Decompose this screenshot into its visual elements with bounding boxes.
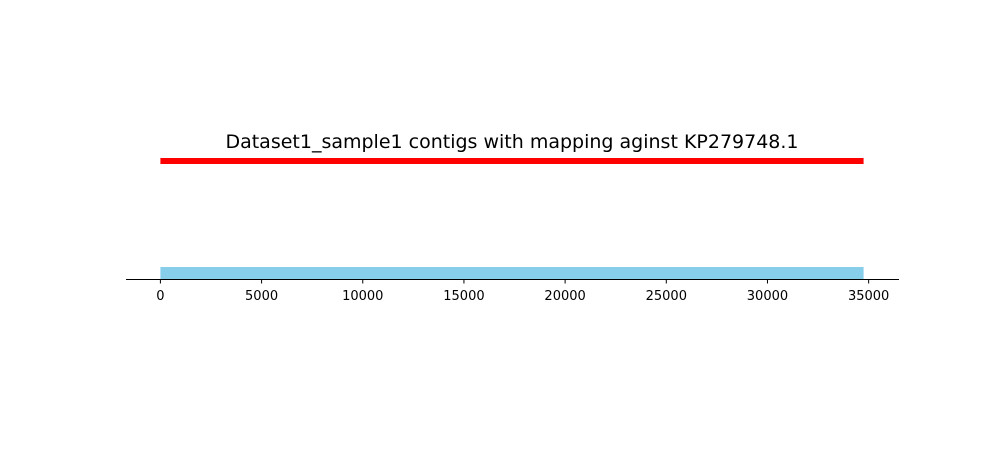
x-tick-label: 35000 (848, 289, 889, 304)
chart-title: Dataset1_sample1 contigs with mapping ag… (225, 131, 798, 153)
x-tick-label: 25000 (646, 289, 687, 304)
x-tick-label: 15000 (443, 289, 484, 304)
x-tick-label: 30000 (747, 289, 788, 304)
x-tick-label: 20000 (544, 289, 585, 304)
contig-layer (160, 267, 864, 279)
x-tick-label: 10000 (342, 289, 383, 304)
x-axis-ticks: 0 5000 10000 15000 20000 25000 30000 35000 (156, 279, 889, 304)
x-tick-label: 5000 (245, 289, 278, 304)
contig-bar (160, 267, 864, 279)
x-tick-label: 0 (156, 289, 164, 304)
